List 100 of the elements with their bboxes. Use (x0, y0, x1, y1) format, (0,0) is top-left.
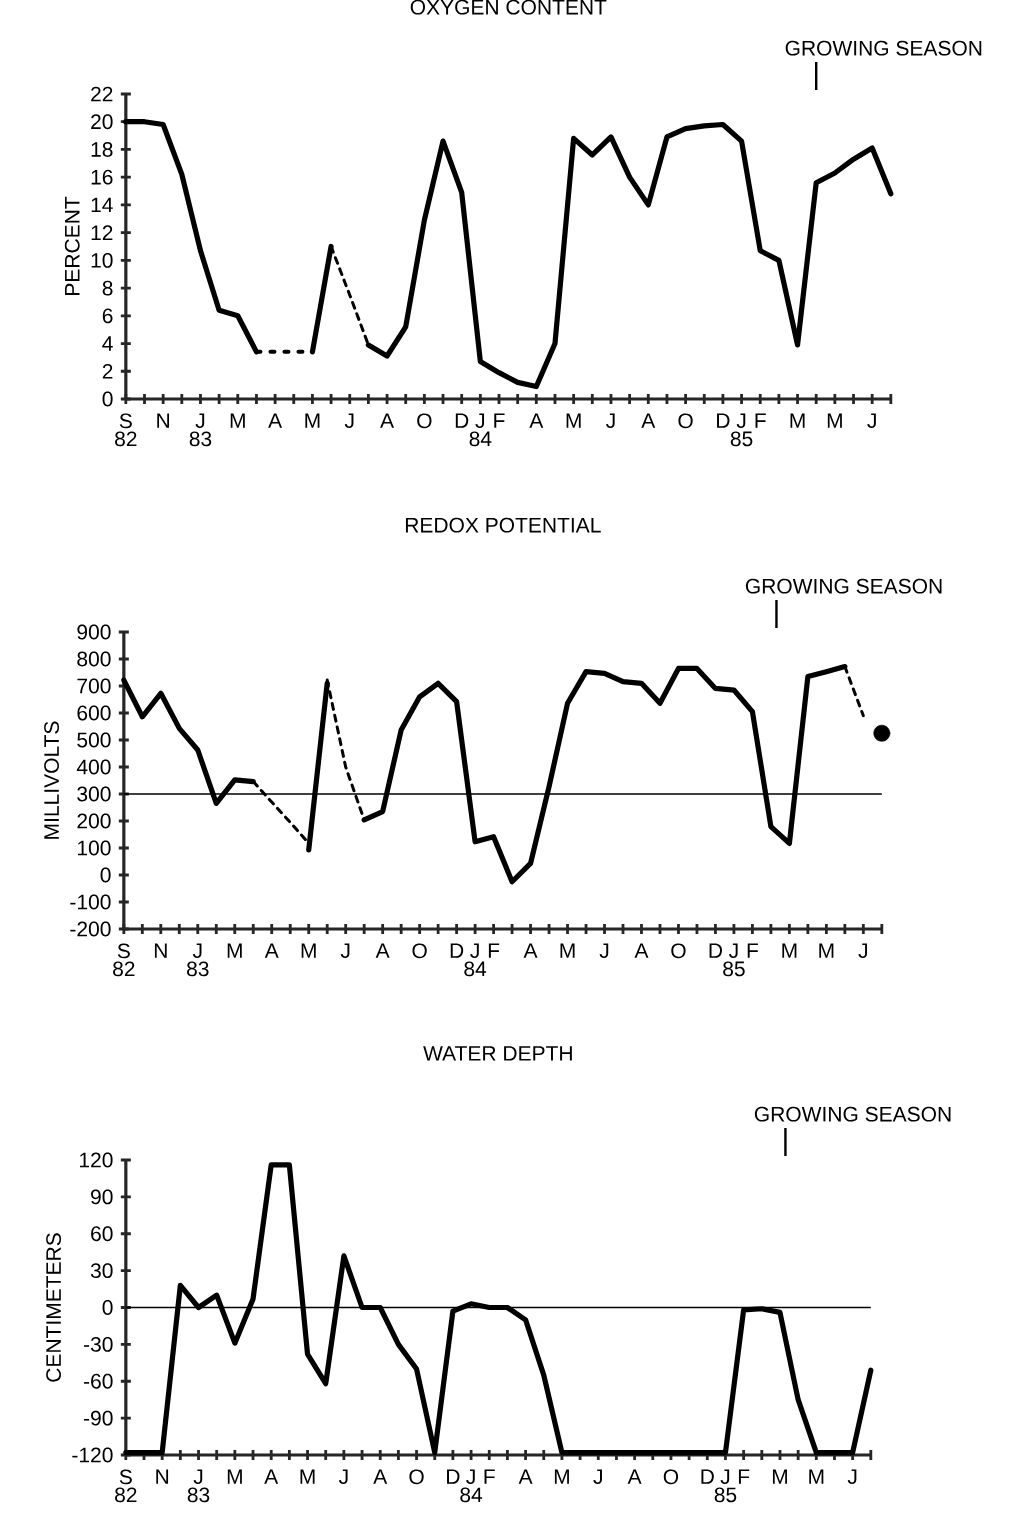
x-tick-label: A (264, 1469, 279, 1484)
x-tick-label: N (155, 943, 167, 958)
y-tick-label: 900 (77, 624, 111, 640)
y-tick-label: 200 (77, 813, 111, 829)
x-tick-label: F (747, 943, 759, 958)
x-tick-label: J (344, 413, 354, 429)
text: GROWING SEASON (754, 1106, 951, 1122)
x-tick-label: F (488, 943, 500, 958)
x-tick-label: O (409, 1469, 424, 1485)
y-tick-label: 0 (100, 867, 111, 883)
x-tick-label: J (729, 943, 738, 959)
x-tick-label: D (709, 943, 723, 958)
x-tick-label: F (739, 1469, 750, 1484)
x-tick-label: O (417, 413, 432, 429)
x-tick-label: J (192, 943, 202, 959)
x-tick-label: D (701, 1469, 714, 1484)
y-tick-label: 16 (91, 169, 113, 185)
y-tick-label: 18 (91, 142, 113, 157)
text: 85 (723, 961, 745, 977)
x-tick-label: J (193, 1469, 203, 1485)
x-tick-label: M (773, 1469, 788, 1484)
y-tick-label: 0 (102, 1300, 113, 1315)
text: 84 (469, 431, 492, 447)
x-tick-label: J (847, 1469, 857, 1485)
x-tick-label: J (470, 943, 479, 959)
x-tick-label: M (790, 413, 805, 428)
y-tick-label: 10 (91, 252, 113, 268)
x-tick-label: D (450, 943, 464, 958)
chart-title: REDOX POTENTIAL (406, 517, 601, 533)
y-tick-label: 8 (102, 280, 113, 296)
x-tick-label: F (494, 413, 505, 428)
x-tick-label: S (119, 413, 132, 429)
y-tick-label: 14 (91, 197, 113, 213)
y-tick-label: 700 (77, 678, 111, 694)
y-axis-title: CENTIMETERS (46, 1233, 62, 1382)
y-tick-label: -100 (70, 894, 111, 910)
x-tick-label: M (566, 413, 581, 428)
y-tick-label: 2 (102, 363, 113, 379)
text: 85 (730, 431, 753, 447)
y-tick-label: 120 (80, 1152, 113, 1168)
y-tick-label: 30 (90, 1263, 113, 1279)
x-tick-label: A (634, 943, 649, 958)
x-tick-label: A (373, 1469, 388, 1484)
y-tick-label: 800 (77, 651, 111, 667)
x-tick-label: M (227, 1469, 242, 1484)
x-tick-label: F (755, 413, 766, 428)
x-tick-label: M (782, 943, 797, 958)
y-tick-label: 20 (91, 114, 113, 130)
x-tick-label: A (529, 413, 544, 428)
x-tick-label: M (827, 413, 842, 428)
x-tick-label: D (717, 413, 730, 428)
x-tick-label: M (554, 1469, 570, 1484)
y-tick-label: 0 (102, 391, 113, 407)
x-tick-label: M (230, 413, 245, 428)
x-tick-label: M (305, 413, 320, 428)
text: 85 (714, 1487, 737, 1503)
x-tick-label: J (195, 413, 205, 429)
y-tick-label: -200 (70, 921, 111, 937)
x-tick-label: A (380, 413, 395, 428)
text: 82 (115, 431, 137, 447)
x-tick-label: M (301, 943, 316, 958)
chart-title: WATER DEPTH (423, 1046, 572, 1061)
y-tick-label: 4 (102, 336, 113, 351)
y-tick-label: -30 (84, 1336, 113, 1352)
x-tick-label: M (227, 943, 242, 958)
x-tick-label: J (867, 413, 876, 429)
y-tick-label: 300 (77, 786, 111, 802)
y-tick-label: 90 (91, 1189, 113, 1205)
text: 83 (187, 1487, 210, 1503)
x-tick-label: A (375, 943, 390, 958)
x-tick-label: S (117, 943, 130, 959)
x-tick-label: N (157, 413, 170, 428)
x-tick-label: O (671, 943, 686, 959)
y-axis-title: PERCENT (64, 196, 80, 295)
y-tick-label: 22 (91, 86, 113, 102)
y-tick-label: 60 (91, 1226, 113, 1242)
x-tick-label: F (484, 1469, 495, 1484)
x-tick-label: A (641, 413, 656, 428)
x-tick-label: J (475, 413, 485, 429)
x-tick-label: A (523, 943, 538, 958)
y-tick-label: -90 (84, 1410, 113, 1426)
y-tick-label: 12 (91, 225, 113, 240)
text: 84 (464, 961, 487, 977)
y-tick-label: -60 (84, 1373, 113, 1389)
y-tick-label: 600 (77, 705, 111, 721)
text: 82 (115, 1487, 137, 1503)
x-tick-label: O (412, 943, 427, 959)
x-tick-label: N (156, 1469, 169, 1484)
x-tick-label: M (300, 1469, 315, 1484)
x-tick-label: J (466, 1469, 475, 1485)
y-tick-label: 400 (76, 759, 111, 775)
y-tick-label: 100 (78, 840, 111, 856)
text: 82 (113, 961, 135, 977)
y-tick-label: -120 (72, 1447, 113, 1463)
text: GROWING SEASON (785, 40, 982, 56)
x-tick-label: D (447, 1469, 460, 1484)
text: 83 (187, 961, 209, 977)
x-tick-label: A (518, 1469, 533, 1484)
x-tick-label: J (599, 943, 609, 959)
x-tick-label: A (627, 1469, 642, 1484)
